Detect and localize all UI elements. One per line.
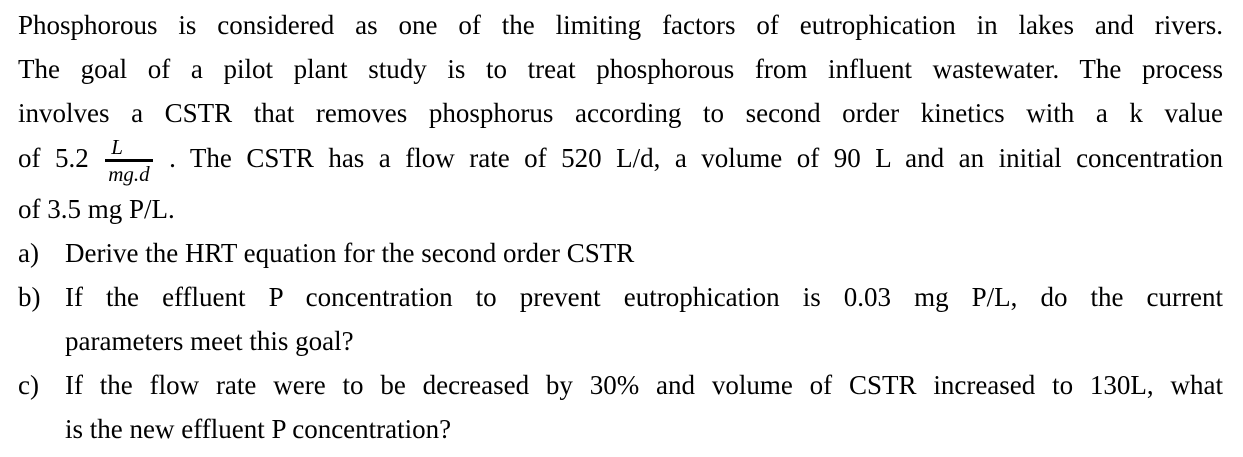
paragraph-line-5: of 3.5 mg P/L. <box>18 194 175 224</box>
question-item-c: c) If the flow rate were to be decreased… <box>18 363 1223 451</box>
fraction-denominator: mg.d <box>105 159 153 187</box>
question-b-marker: b) <box>18 282 41 312</box>
question-item-b: b) If the effluent P concentration to pr… <box>18 275 1223 363</box>
question-c-text: If the flow rate were to be decreased by… <box>65 363 1223 451</box>
question-b-text: If the effluent P concentration to preve… <box>65 275 1223 363</box>
k-value-text: of 5.2 <box>18 143 89 174</box>
question-a-line-1: Derive the HRT equation for the second o… <box>65 238 635 268</box>
question-item-a: a) Derive the HRT equation for the secon… <box>18 231 1223 275</box>
paragraph-line-2: The goal of a pilot plant study is to tr… <box>18 54 1223 84</box>
question-a-marker: a) <box>18 238 39 268</box>
problem-statement: Phosphorous is considered as one of the … <box>18 3 1223 231</box>
cstr-parameters-text: . The CSTR has a flow rate of 520 L/d, a… <box>169 143 1224 174</box>
question-c-line-1: If the flow rate were to be decreased by… <box>65 370 1223 400</box>
question-b-line-1: If the effluent P concentration to preve… <box>65 282 1223 312</box>
paragraph-line-1: Phosphorous is considered as one of the … <box>18 10 1223 40</box>
question-c-line-2: is the new effluent P concentration? <box>65 414 452 444</box>
question-c-marker: c) <box>18 370 39 400</box>
question-list: a) Derive the HRT equation for the secon… <box>18 231 1223 451</box>
question-b-line-2: parameters meet this goal? <box>65 326 354 356</box>
question-a-text: Derive the HRT equation for the second o… <box>65 231 1223 275</box>
paragraph-line-3: involves a CSTR that removes phosphorus … <box>18 98 1223 128</box>
fraction-numerator: L <box>111 135 123 159</box>
